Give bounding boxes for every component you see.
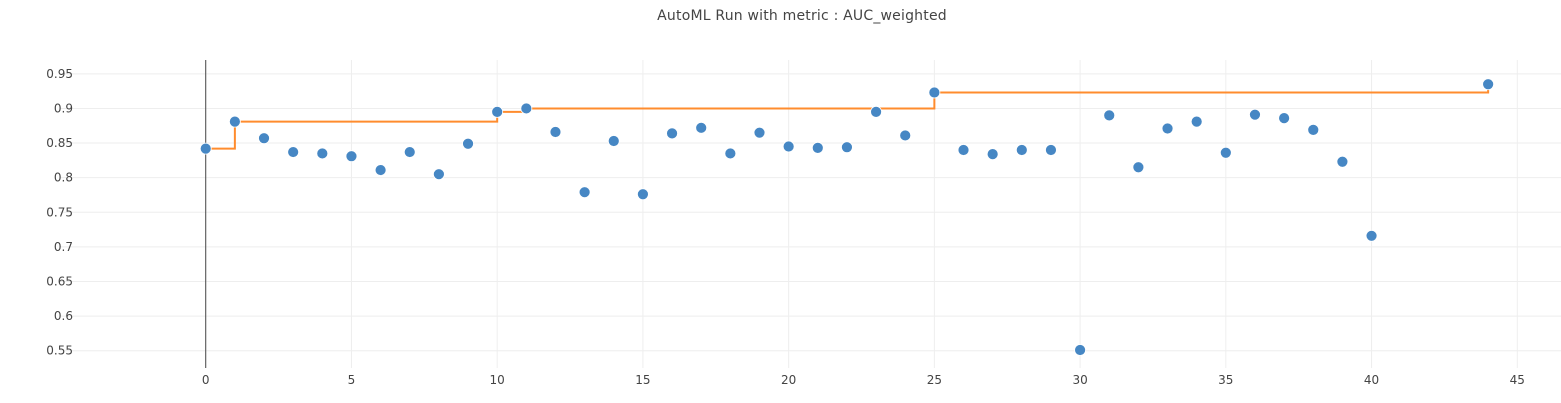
- run-point[interactable]: [753, 126, 766, 139]
- run-point[interactable]: [1249, 108, 1261, 121]
- run-point[interactable]: [374, 164, 387, 176]
- run-point[interactable]: [1482, 78, 1495, 91]
- run-point[interactable]: [607, 135, 620, 147]
- run-point[interactable]: [1132, 161, 1145, 174]
- run-point[interactable]: [199, 142, 212, 155]
- run-point[interactable]: [1103, 109, 1116, 122]
- chart-title: AutoML Run with metric : AUC_weighted: [657, 8, 947, 24]
- x-gridlines: [350, 60, 1518, 368]
- best-run-step-line: [205, 84, 1490, 150]
- run-point[interactable]: [1219, 146, 1232, 159]
- x-tick-label: 20: [781, 373, 796, 387]
- y-tick-label: 0.9: [54, 101, 73, 115]
- y-tick-labels: 0.55 0.6 0.65 0.7 0.75 0.8 0.85 0.9 0.95: [46, 67, 73, 358]
- run-point[interactable]: [695, 121, 708, 134]
- x-tick-label: 45: [1510, 373, 1525, 387]
- run-point[interactable]: [811, 142, 824, 154]
- run-point[interactable]: [316, 147, 329, 160]
- run-point[interactable]: [1161, 122, 1174, 135]
- x-tick-label: 35: [1218, 373, 1233, 387]
- run-point[interactable]: [870, 106, 882, 118]
- run-point[interactable]: [1015, 144, 1028, 156]
- x-tick-label: 10: [490, 373, 505, 387]
- run-point[interactable]: [928, 86, 941, 99]
- run-point[interactable]: [899, 129, 912, 142]
- run-point[interactable]: [462, 137, 474, 150]
- run-point[interactable]: [1045, 144, 1057, 156]
- run-points-layer: [199, 78, 1495, 356]
- run-point[interactable]: [1307, 124, 1320, 136]
- y-tick-label: 0.6: [54, 309, 73, 323]
- run-point[interactable]: [1278, 112, 1291, 125]
- x-tick-label: 0: [202, 373, 210, 387]
- run-point[interactable]: [549, 126, 562, 138]
- y-tick-label: 0.55: [46, 344, 73, 358]
- x-tick-labels: 0 5 10 15 20 25 30 35 40 45: [202, 373, 1525, 387]
- run-point[interactable]: [637, 188, 649, 201]
- run-point[interactable]: [287, 146, 300, 158]
- x-tick-label: 5: [348, 373, 356, 387]
- y-tick-label: 0.7: [54, 240, 73, 254]
- run-point[interactable]: [1074, 344, 1086, 356]
- run-point[interactable]: [841, 141, 853, 154]
- y-tick-label: 0.8: [54, 171, 73, 185]
- run-point[interactable]: [1190, 115, 1203, 128]
- x-tick-label: 15: [635, 373, 650, 387]
- run-point[interactable]: [782, 140, 795, 153]
- run-point[interactable]: [666, 127, 678, 140]
- run-point[interactable]: [1336, 155, 1349, 168]
- x-tick-label: 30: [1072, 373, 1087, 387]
- y-tick-label: 0.95: [46, 67, 73, 81]
- y-tick-label: 0.65: [46, 274, 73, 288]
- y-tick-label: 0.75: [46, 205, 73, 219]
- run-point[interactable]: [986, 148, 999, 161]
- run-point[interactable]: [724, 147, 737, 160]
- run-point[interactable]: [957, 144, 970, 156]
- run-point[interactable]: [345, 150, 358, 163]
- run-point[interactable]: [432, 168, 445, 181]
- run-point[interactable]: [491, 106, 504, 118]
- x-tick-label: 40: [1364, 373, 1379, 387]
- run-point[interactable]: [403, 146, 416, 158]
- run-point[interactable]: [1365, 229, 1378, 242]
- run-point[interactable]: [228, 115, 241, 128]
- run-point[interactable]: [258, 132, 270, 145]
- run-point[interactable]: [578, 186, 591, 199]
- y-tick-label: 0.85: [46, 136, 73, 150]
- y-gridlines: [60, 73, 1561, 352]
- run-point[interactable]: [520, 102, 533, 115]
- best-run-step-line-layer: [205, 84, 1490, 150]
- x-tick-label: 25: [927, 373, 942, 387]
